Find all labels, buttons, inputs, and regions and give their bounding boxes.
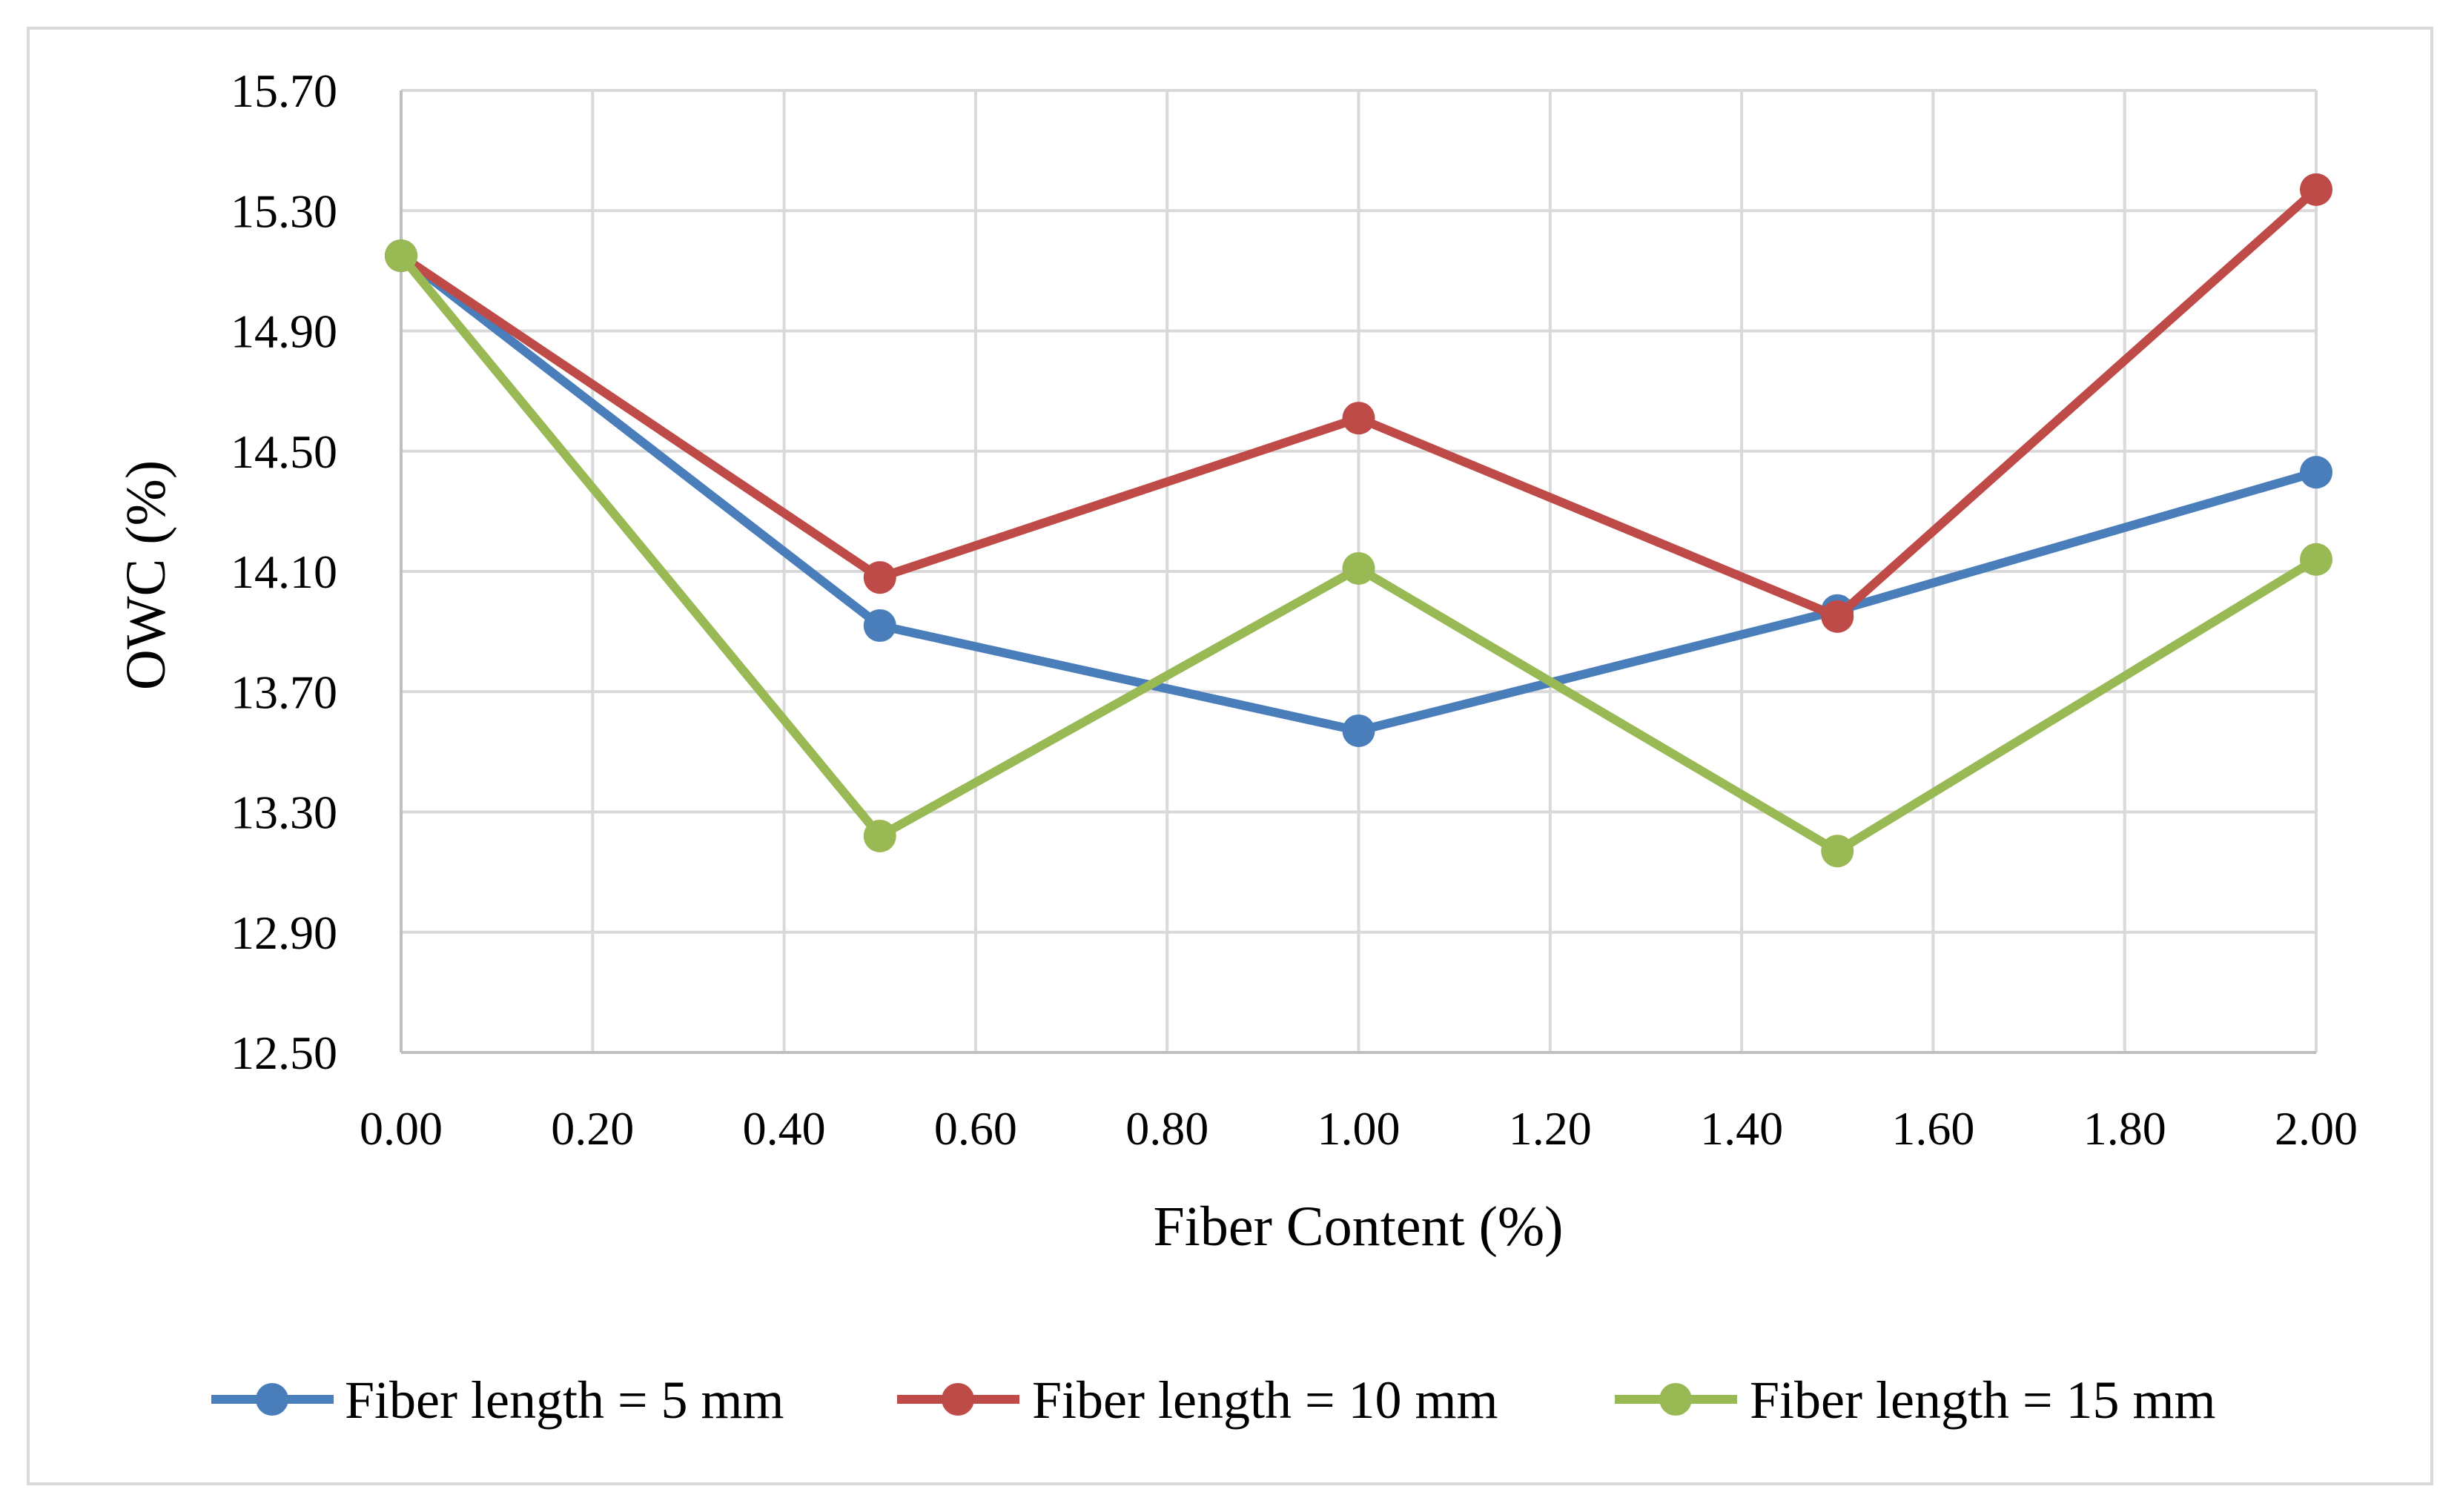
- data-point: [1342, 714, 1375, 747]
- x-tick-label: 0.80: [1125, 1102, 1208, 1155]
- legend-label: Fiber length = 15 mm: [1750, 1370, 2216, 1430]
- x-tick-label: 0.60: [934, 1102, 1017, 1155]
- x-tick-label: 1.60: [1891, 1102, 1974, 1155]
- x-tick-label: 1.20: [1509, 1102, 1592, 1155]
- data-point: [1342, 551, 1375, 585]
- legend-item: Fiber length = 10 mm: [897, 1370, 1498, 1430]
- data-point: [863, 561, 896, 594]
- y-tick-label: 12.90: [231, 906, 337, 959]
- data-point: [1821, 600, 1854, 633]
- legend-item: Fiber length = 15 mm: [1615, 1370, 2216, 1430]
- y-tick-label: 14.10: [231, 546, 337, 598]
- y-tick-label: 14.90: [231, 305, 337, 358]
- x-tick-label: 0.20: [551, 1102, 634, 1155]
- x-tick-label: 1.80: [2083, 1102, 2166, 1155]
- legend-marker: [256, 1383, 288, 1416]
- y-tick-label: 13.70: [231, 666, 337, 718]
- y-tick-label: 14.50: [231, 425, 337, 478]
- x-tick-label: 1.40: [1700, 1102, 1783, 1155]
- legend-label: Fiber length = 10 mm: [1032, 1370, 1498, 1430]
- legend-item: Fiber length = 5 mm: [211, 1370, 784, 1430]
- y-tick-label: 15.70: [231, 64, 337, 117]
- data-point: [2300, 173, 2332, 206]
- data-point: [1342, 402, 1375, 435]
- data-point: [2300, 543, 2332, 576]
- y-tick-label: 15.30: [231, 185, 337, 237]
- x-axis-ticks: 0.00 0.20 0.40 0.60 0.80 1.00 1.20 1.40 1.60 1.80…: [360, 1102, 2358, 1155]
- legend: Fiber length = 5 mm Fiber length = 10 mm F…: [211, 1370, 2216, 1430]
- series-group-item: [385, 239, 2332, 868]
- x-tick-label: 1.00: [1317, 1102, 1401, 1155]
- data-point: [863, 819, 896, 852]
- y-axis-title: OWC (%): [115, 460, 177, 690]
- data-point: [1821, 835, 1854, 868]
- legend-marker: [942, 1383, 974, 1416]
- y-tick-label: 13.30: [231, 786, 337, 839]
- series-group: [385, 173, 2332, 868]
- x-tick-label: 2.00: [2275, 1102, 2358, 1155]
- data-point: [385, 239, 417, 273]
- y-axis-ticks: 12.50 12.90 13.30 13.70 14.10 14.50 14.90 15.30…: [231, 64, 337, 1079]
- legend-label: Fiber length = 5 mm: [345, 1370, 784, 1430]
- legend-marker: [1659, 1383, 1692, 1416]
- x-tick-label: 0.40: [743, 1102, 826, 1155]
- x-tick-label: 0.00: [360, 1102, 443, 1155]
- y-tick-label: 12.50: [231, 1027, 337, 1079]
- data-point: [863, 609, 896, 643]
- data-point: [2300, 456, 2332, 489]
- x-axis-title: Fiber Content (%): [1153, 1196, 1563, 1258]
